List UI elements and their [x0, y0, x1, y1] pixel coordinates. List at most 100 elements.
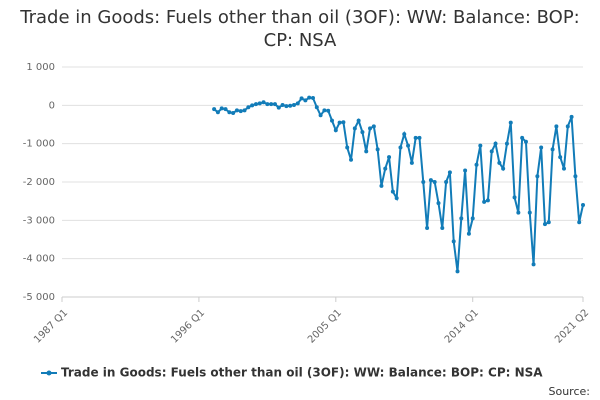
y-tick-label: -2 000: [23, 177, 55, 188]
point: [265, 102, 270, 107]
point: [459, 216, 464, 221]
point: [368, 126, 373, 131]
point: [501, 166, 506, 171]
point: [440, 226, 445, 230]
point: [512, 195, 517, 200]
point: [455, 269, 460, 274]
point: [345, 145, 350, 150]
point: [493, 141, 498, 146]
point: [371, 124, 376, 129]
point: [212, 107, 217, 112]
point: [288, 103, 293, 108]
point: [356, 118, 361, 123]
point: [463, 168, 468, 173]
point: [565, 124, 570, 129]
point: [231, 111, 236, 115]
point: [238, 109, 243, 114]
point: [485, 198, 490, 203]
point: [470, 216, 475, 221]
x-tick-label: 2005 Q1: [306, 307, 344, 345]
point: [227, 110, 232, 115]
point: [523, 139, 528, 144]
point: [219, 106, 224, 111]
point: [504, 141, 509, 146]
point: [272, 102, 277, 107]
point: [447, 170, 452, 175]
x-tick-label: 2014 Q1: [443, 307, 481, 345]
legend-label: Trade in Goods: Fuels other than oil (3O…: [61, 366, 543, 380]
point: [432, 180, 437, 184]
point: [497, 160, 502, 165]
point: [360, 130, 365, 135]
point: [554, 124, 559, 129]
point: [303, 98, 308, 103]
point: [489, 149, 494, 154]
chart-title: Trade in Goods: Fuels other than oil (3O…: [20, 7, 580, 51]
point: [508, 120, 513, 125]
point: [234, 108, 239, 113]
point: [558, 155, 563, 160]
point: [326, 108, 331, 113]
point: [409, 160, 414, 165]
x-tick-label: 1996 Q1: [169, 307, 207, 345]
point: [436, 201, 441, 206]
point: [413, 135, 418, 140]
series-line: [213, 96, 584, 272]
point: [291, 102, 296, 107]
point: [307, 95, 312, 100]
point: [425, 226, 430, 230]
point: [466, 231, 471, 236]
point: [352, 126, 357, 131]
point: [394, 196, 399, 201]
point: [223, 107, 228, 112]
point: [250, 103, 255, 108]
legend-marker: [46, 370, 52, 376]
point: [253, 102, 258, 107]
point: [379, 183, 384, 188]
point: [246, 105, 251, 110]
point: [276, 105, 281, 110]
point: [531, 262, 536, 267]
point: [516, 210, 521, 215]
point: [546, 220, 551, 225]
point: [295, 101, 300, 106]
point: [406, 143, 411, 148]
point: [284, 104, 289, 109]
point: [257, 101, 262, 106]
y-tick-label: -3 000: [23, 215, 55, 226]
point: [341, 120, 346, 125]
point: [333, 128, 338, 133]
point: [421, 180, 426, 184]
point: [539, 145, 544, 150]
point: [577, 220, 582, 225]
y-tick-label: -1 000: [23, 139, 55, 150]
point: [428, 178, 433, 183]
source: Source:: [549, 385, 591, 398]
y-tick-label: 1 000: [26, 62, 55, 73]
point: [451, 239, 456, 244]
x-tick-label: 2021 Q2: [553, 307, 591, 345]
point: [398, 145, 403, 150]
point: [569, 114, 574, 119]
point: [375, 147, 380, 152]
point: [474, 162, 479, 167]
point: [330, 118, 335, 123]
point: [314, 105, 319, 110]
point: [482, 199, 487, 204]
point: [215, 110, 220, 115]
point: [280, 102, 285, 107]
point: [535, 174, 540, 179]
y-tick-label: -5 000: [23, 292, 55, 303]
point: [299, 96, 304, 101]
point: [527, 210, 532, 215]
point: [520, 135, 525, 140]
point: [390, 189, 395, 194]
x-tick-label: 1987 Q1: [32, 307, 70, 345]
point: [322, 108, 327, 113]
point: [417, 135, 422, 140]
point: [337, 120, 342, 125]
point: [402, 132, 407, 137]
point: [444, 180, 449, 184]
